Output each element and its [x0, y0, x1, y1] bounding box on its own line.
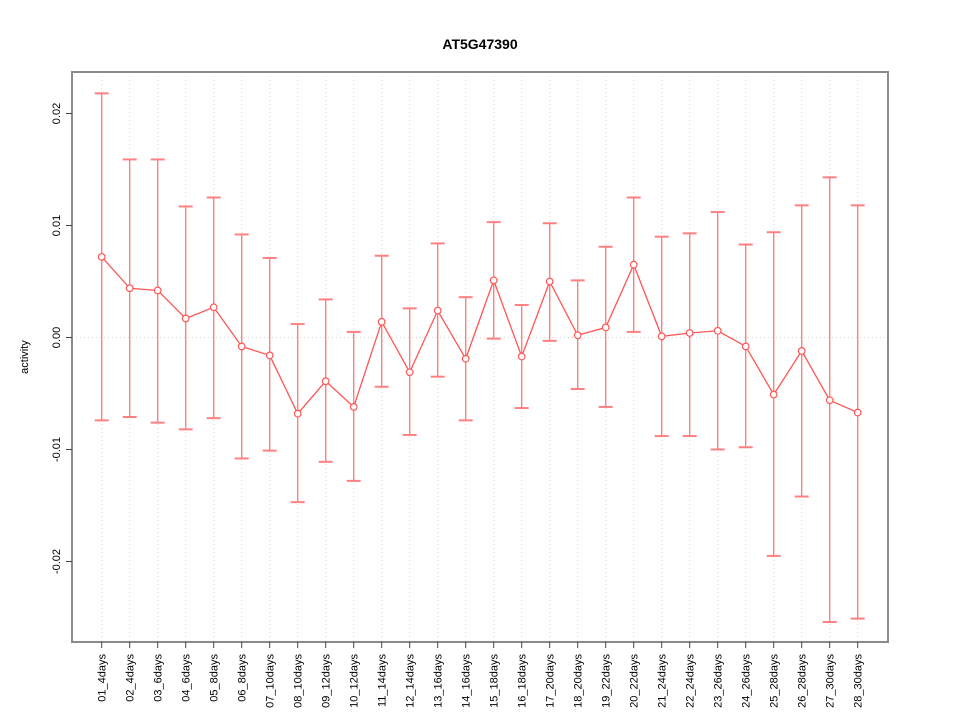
- data-point: [265, 351, 274, 360]
- x-tick-label: 21_24days: [657, 654, 669, 708]
- data-point: [433, 306, 442, 315]
- data-point: [545, 277, 554, 286]
- x-tick-label: 01_4days: [97, 654, 109, 702]
- data-point: [321, 377, 330, 386]
- y-tick-label: -0.02: [51, 549, 63, 574]
- data-point: [293, 409, 302, 418]
- data-point: [377, 317, 386, 326]
- x-tick-label: 22_24days: [685, 654, 697, 708]
- y-tick-label: 0.01: [51, 215, 63, 236]
- x-tick-label: 15_18days: [489, 654, 501, 708]
- x-tick-label: 27_30days: [825, 654, 837, 708]
- x-tick-label: 25_28days: [769, 654, 781, 708]
- data-point: [489, 276, 498, 285]
- x-tick-label: 04_6days: [181, 654, 193, 702]
- data-point: [125, 284, 134, 293]
- x-tick-label: 19_22days: [601, 654, 613, 708]
- x-tick-label: 13_16days: [433, 654, 445, 708]
- x-tick-label: 28_30days: [853, 654, 865, 708]
- x-tick-label: 02_4days: [125, 654, 137, 702]
- data-point: [237, 342, 246, 351]
- data-point: [209, 303, 218, 312]
- plot-frame: [71, 71, 889, 643]
- data-point: [825, 396, 834, 405]
- x-tick-label: 10_12days: [349, 654, 361, 708]
- data-point: [713, 326, 722, 335]
- data-point: [349, 403, 358, 411]
- x-tick-label: 17_20days: [545, 654, 557, 708]
- x-tick-label: 06_8days: [237, 654, 249, 702]
- x-tick-label: 14_16days: [461, 654, 473, 708]
- data-point: [657, 332, 666, 341]
- data-point: [797, 347, 806, 355]
- data-point: [741, 342, 750, 351]
- data-point: [629, 260, 638, 269]
- x-tick-label: 24_26days: [741, 654, 753, 708]
- x-tick-label: 09_12days: [321, 654, 333, 708]
- data-point: [153, 286, 162, 295]
- data-point: [97, 252, 106, 261]
- x-tick-label: 26_28days: [797, 654, 809, 708]
- y-tick-label: 0.00: [51, 327, 63, 348]
- x-tick-label: 16_18days: [517, 654, 529, 708]
- data-point: [517, 352, 526, 361]
- x-tick-label: 03_6days: [153, 654, 165, 702]
- x-tick-label: 12_14days: [405, 654, 417, 708]
- data-point: [769, 390, 778, 399]
- x-tick-label: 07_10days: [265, 654, 277, 708]
- data-point: [405, 368, 414, 377]
- x-tick-label: 20_22days: [629, 654, 641, 708]
- data-point: [573, 331, 582, 340]
- data-point: [685, 329, 694, 337]
- x-tick-label: 18_20days: [573, 654, 585, 708]
- data-point: [601, 323, 610, 332]
- series-line: [101, 256, 858, 415]
- data-point: [461, 354, 470, 363]
- x-tick-label: 08_10days: [293, 654, 305, 708]
- x-tick-label: 23_26days: [713, 654, 725, 708]
- y-tick-label: 0.02: [51, 103, 63, 124]
- chart-title: AT5G47390: [442, 36, 518, 52]
- x-tick-label: 05_8days: [209, 654, 221, 702]
- data-point: [853, 408, 862, 417]
- data-point: [181, 314, 190, 323]
- x-tick-label: 11_14days: [377, 654, 389, 708]
- y-tick-label: -0.01: [51, 437, 63, 462]
